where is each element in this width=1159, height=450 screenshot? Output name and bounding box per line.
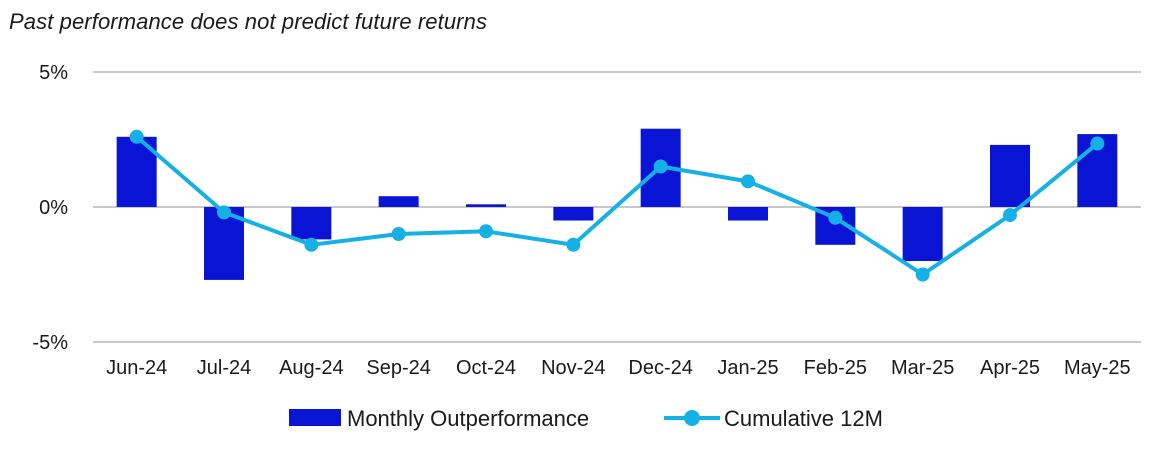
line-point-jan-25 (741, 174, 755, 188)
line-point-jun-24 (130, 130, 144, 144)
line-point-dec-24 (654, 160, 668, 174)
cumulative-line (137, 137, 1098, 275)
line-point-sep-24 (392, 227, 406, 241)
line-point-may-25 (1090, 137, 1104, 151)
line-point-jul-24 (217, 205, 231, 219)
line-point-nov-24 (566, 238, 580, 252)
x-tick-label: Aug-24 (279, 357, 344, 379)
bar-mar-25 (903, 207, 943, 261)
legend: Monthly Outperformance Cumulative 12M (289, 406, 883, 431)
y-tick-label: -5% (32, 332, 68, 354)
line-point-aug-24 (304, 238, 318, 252)
line-point-apr-25 (1003, 208, 1017, 222)
x-tick-label: Feb-25 (804, 357, 867, 379)
legend-label-monthly: Monthly Outperformance (347, 406, 589, 431)
y-axis-ticks: 5% 0% -5% (32, 62, 68, 354)
bar-sep-24 (379, 196, 419, 207)
x-tick-label: Nov-24 (541, 357, 605, 379)
x-tick-label: Jun-24 (106, 357, 167, 379)
x-tick-label: Jan-25 (717, 357, 778, 379)
line-series (130, 130, 1105, 282)
x-tick-label: Oct-24 (456, 357, 516, 379)
x-tick-label: Apr-25 (980, 357, 1040, 379)
x-tick-label: Jul-24 (197, 357, 251, 379)
x-axis-ticks: Jun-24 Jul-24 Aug-24 Sep-24 Oct-24 Nov-24 Dec-… (106, 357, 1131, 379)
legend-marker-swatch (684, 410, 700, 426)
bar-oct-24 (466, 204, 506, 207)
y-tick-label: 0% (39, 197, 68, 219)
bar-jan-25 (728, 207, 768, 221)
x-tick-label: Sep-24 (366, 357, 431, 379)
line-point-feb-25 (828, 211, 842, 225)
bar-apr-25 (990, 145, 1030, 207)
y-tick-label: 5% (39, 62, 68, 84)
legend-label-cumulative: Cumulative 12M (724, 406, 883, 431)
x-tick-label: May-25 (1064, 357, 1131, 379)
line-point-mar-25 (916, 268, 930, 282)
bar-aug-24 (291, 207, 331, 239)
line-point-oct-24 (479, 224, 493, 238)
x-tick-label: Mar-25 (891, 357, 954, 379)
bar-nov-24 (553, 207, 593, 221)
legend-bar-swatch (289, 409, 341, 426)
x-tick-label: Dec-24 (628, 357, 692, 379)
